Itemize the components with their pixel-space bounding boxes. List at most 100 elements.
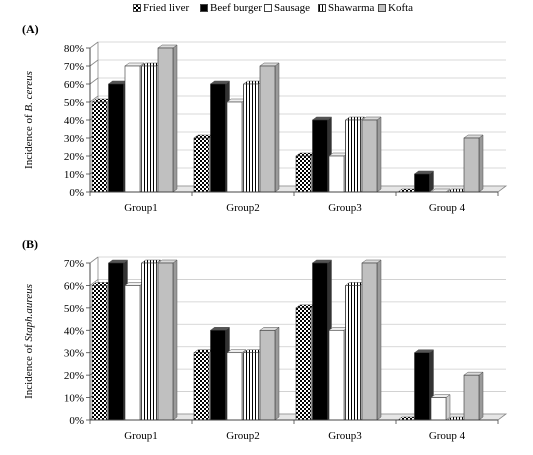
- bar: [311, 259, 333, 421]
- bar-front: [243, 83, 259, 193]
- bar: [295, 152, 316, 193]
- legend-item: Beef burger: [200, 2, 262, 14]
- legend-label: Kofta: [388, 2, 414, 14]
- legend-swatch: [133, 4, 141, 12]
- y-tick-label: 0%: [69, 415, 84, 427]
- x-tick-label: Group 4: [429, 202, 466, 214]
- bar: [361, 259, 382, 421]
- legend-label: Sausage: [274, 2, 311, 14]
- bar: [344, 281, 366, 421]
- bar-front: [414, 173, 430, 193]
- y-tick-label: 10%: [64, 393, 84, 405]
- y-tick-label: 30%: [64, 348, 84, 360]
- y-tick-label: 30%: [64, 133, 84, 145]
- bar: [463, 371, 484, 421]
- legend-item: Fried liver: [133, 2, 189, 14]
- legend-swatch: [318, 4, 326, 12]
- bar-front: [361, 262, 378, 421]
- x-tick-label: Group1: [124, 430, 158, 442]
- y-tick-label: 60%: [64, 79, 84, 91]
- bar: [328, 152, 349, 193]
- legend-label: Fried liver: [143, 2, 190, 14]
- bar-front: [157, 47, 174, 193]
- x-tick-label: Group 4: [429, 430, 466, 442]
- bar-front: [124, 65, 141, 193]
- y-tick-label: 10%: [64, 169, 84, 181]
- bar-side: [376, 116, 382, 193]
- bar-front: [312, 119, 328, 193]
- gridline-depth: [89, 95, 99, 103]
- bar: [259, 326, 280, 421]
- x-tick-label: Group3: [328, 430, 362, 442]
- y-tick-label: 20%: [64, 370, 84, 382]
- bar: [242, 349, 264, 421]
- bar: [226, 349, 247, 421]
- y-tick-label: 0%: [69, 187, 84, 199]
- bar-front: [345, 285, 361, 421]
- bar-side: [172, 44, 178, 193]
- bar-front: [328, 329, 345, 421]
- bar-front: [463, 137, 480, 193]
- bar-side: [274, 62, 280, 193]
- panel-label: (A): [22, 22, 39, 36]
- bar: [124, 281, 145, 421]
- bar-front: [210, 83, 226, 193]
- y-axis-label-text: Incidence of: [23, 341, 35, 398]
- bar: [413, 170, 435, 193]
- panel-label: (B): [22, 237, 38, 251]
- bar: [259, 62, 280, 193]
- bar: [295, 304, 316, 421]
- bar-front: [193, 352, 210, 421]
- bar-front: [124, 285, 141, 421]
- gridline-depth: [89, 256, 99, 264]
- bar-front: [108, 83, 124, 193]
- bar: [361, 116, 382, 193]
- x-tick-label: Group3: [328, 202, 362, 214]
- x-tick-label: Group2: [226, 430, 260, 442]
- y-tick-label: 40%: [64, 115, 84, 127]
- bar-front: [91, 285, 108, 421]
- chart-legend: Fried liver Beef burger Sausage Shawarma Kof…: [133, 2, 433, 16]
- bar: [193, 349, 214, 421]
- bar-front: [91, 101, 108, 193]
- bar: [311, 116, 333, 193]
- y-tick-label: 70%: [64, 61, 84, 73]
- y-tick-label: 50%: [64, 97, 84, 109]
- y-axis-label: Incidence of Staph.aureus: [23, 284, 35, 399]
- bar-front: [259, 65, 276, 193]
- y-tick-label: 40%: [64, 325, 84, 337]
- legend-label: Shawarma: [328, 2, 375, 14]
- bar-side: [478, 134, 484, 193]
- bar: [463, 134, 484, 193]
- bar-front: [328, 155, 345, 193]
- bar-front: [345, 119, 361, 193]
- x-tick-label: Group2: [226, 202, 260, 214]
- bar: [107, 259, 129, 421]
- y-tick-label: 20%: [64, 151, 84, 163]
- bar-front: [430, 397, 447, 421]
- bar-front: [210, 329, 226, 421]
- bar: [91, 98, 112, 193]
- bar: [413, 349, 435, 421]
- y-axis-label-text: Incidence of: [23, 112, 35, 169]
- bar: [140, 259, 162, 421]
- bar-front: [243, 352, 259, 421]
- bar-front: [226, 101, 243, 193]
- bar: [328, 326, 349, 421]
- legend-swatch: [264, 4, 272, 12]
- y-axis-label-organism: B. cereus: [23, 71, 35, 112]
- legend-swatch: [378, 4, 386, 12]
- bar-front: [108, 262, 124, 421]
- bar: [124, 62, 145, 193]
- bar: [157, 44, 178, 193]
- bar-side: [274, 326, 280, 421]
- legend-item: Shawarma: [318, 2, 374, 14]
- bar-front: [295, 155, 312, 193]
- legend-item: Kofta: [378, 2, 413, 14]
- bar-side: [429, 170, 434, 193]
- bar-front: [157, 262, 174, 421]
- bar: [107, 80, 129, 193]
- legend-item: Sausage: [264, 2, 310, 14]
- bar-front: [193, 137, 210, 193]
- bar-front: [463, 374, 480, 421]
